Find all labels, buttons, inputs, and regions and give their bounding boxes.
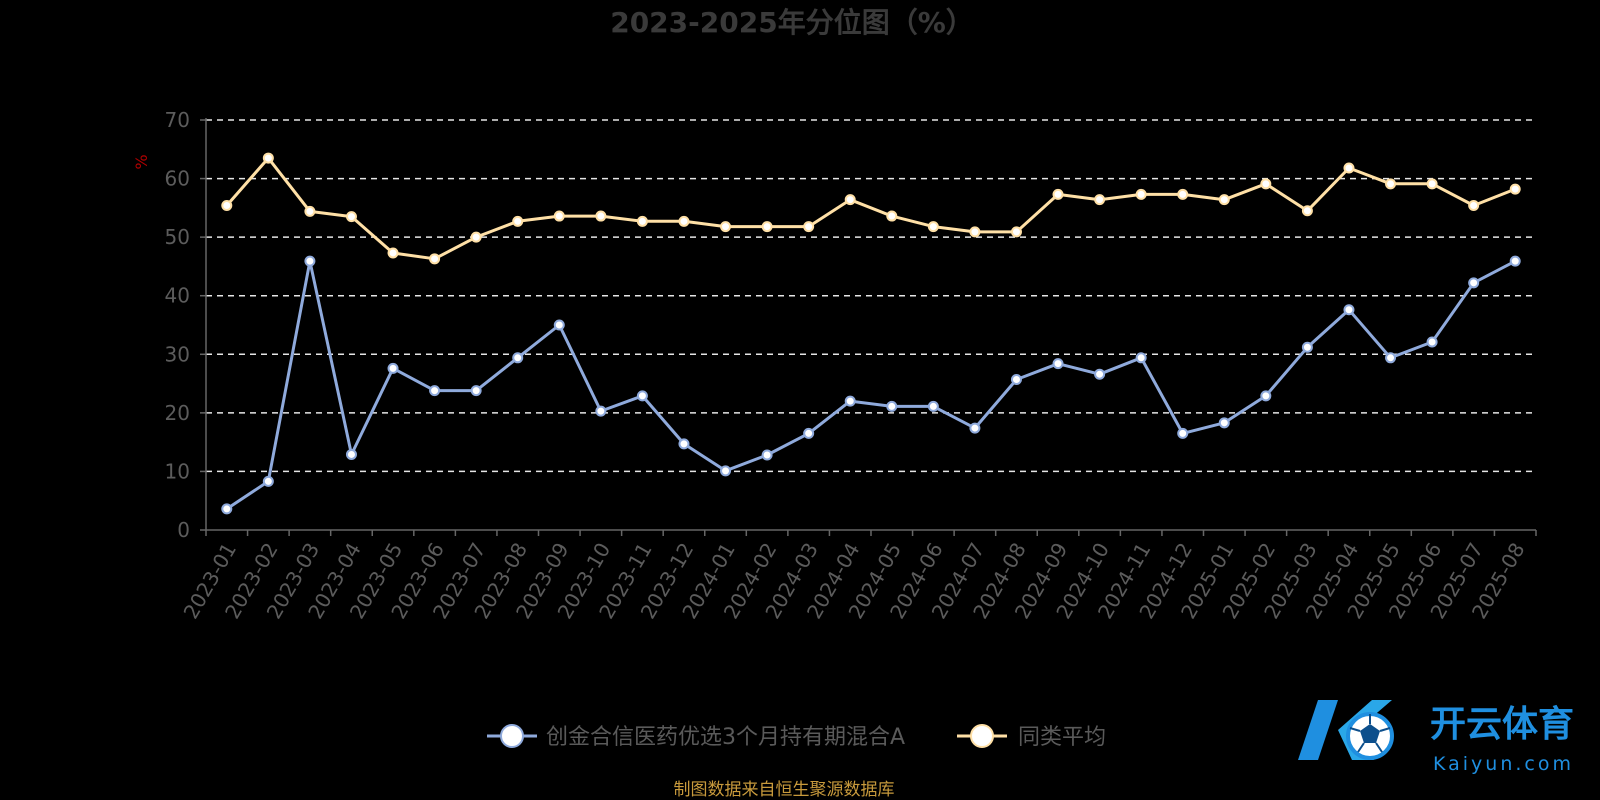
data-point[interactable] (844, 194, 856, 206)
y-tick-label: 10 (165, 459, 190, 483)
data-point[interactable] (927, 400, 939, 412)
data-point[interactable] (595, 210, 607, 222)
data-point[interactable] (1052, 188, 1064, 200)
data-point[interactable] (387, 247, 399, 259)
data-point[interactable] (761, 449, 773, 461)
y-tick-label: 70 (165, 108, 190, 132)
data-point[interactable] (1426, 336, 1438, 348)
legend-label: 创金合信医药优选3个月持有期混合A (546, 725, 905, 750)
data-point[interactable] (761, 221, 773, 233)
data-point[interactable] (1385, 178, 1397, 190)
y-tick-label: 0 (177, 518, 190, 542)
data-point[interactable] (886, 210, 898, 222)
data-point[interactable] (636, 390, 648, 402)
chart-title: 2023-2025年分位图（%） (610, 6, 974, 39)
series-line-0 (225, 259, 1516, 511)
data-point[interactable] (1468, 200, 1480, 212)
legend-item-1[interactable]: 同类平均 (957, 724, 1106, 750)
data-point[interactable] (1135, 188, 1147, 200)
data-point[interactable] (1094, 194, 1106, 206)
data-point[interactable] (1301, 205, 1313, 217)
data-point[interactable] (803, 427, 815, 439)
data-point[interactable] (720, 465, 732, 477)
data-point[interactable] (304, 255, 316, 267)
data-point[interactable] (1509, 183, 1521, 195)
data-point[interactable] (1260, 390, 1272, 402)
data-point[interactable] (636, 215, 648, 227)
data-point[interactable] (844, 395, 856, 407)
data-point[interactable] (720, 221, 732, 233)
data-point[interactable] (1385, 352, 1397, 364)
data-point[interactable] (262, 475, 274, 487)
data-point[interactable] (387, 362, 399, 374)
data-point[interactable] (1094, 368, 1106, 380)
data-point[interactable] (345, 448, 357, 460)
data-point[interactable] (1468, 277, 1480, 289)
data-point[interactable] (304, 205, 316, 217)
legend-marker (500, 724, 524, 748)
data-point[interactable] (1426, 178, 1438, 190)
data-point[interactable] (595, 405, 607, 417)
watermark-cn: 开云体育 (1430, 704, 1574, 745)
legend[interactable]: 创金合信医药优选3个月持有期混合A 同类平均 (487, 724, 1106, 750)
legend-label: 同类平均 (1018, 725, 1106, 750)
data-point[interactable] (429, 253, 441, 265)
watermark-en: Kaiyun.com (1433, 753, 1574, 775)
y-tick-label: 30 (165, 342, 190, 366)
data-point[interactable] (470, 385, 482, 397)
series-layer (221, 152, 1521, 515)
data-point[interactable] (1509, 255, 1521, 267)
y-tick-label: 40 (165, 284, 190, 308)
data-point[interactable] (969, 226, 981, 238)
grid-lines (206, 119, 1536, 473)
data-point[interactable] (886, 400, 898, 412)
data-point[interactable] (470, 231, 482, 243)
y-tick-label: 60 (165, 167, 190, 191)
data-point[interactable] (512, 215, 524, 227)
watermark-logo: 开云体育 Kaiyun.com (1298, 700, 1574, 775)
kaiyun-logo-icon (1298, 700, 1394, 760)
legend-marker (970, 724, 994, 748)
data-point[interactable] (1010, 373, 1022, 385)
data-point[interactable] (553, 210, 565, 222)
x-axis-ticks: 2023-012023-022023-032023-042023-052023-… (179, 530, 1537, 623)
data-point[interactable] (553, 319, 565, 331)
y-axis-unit: % (132, 154, 151, 169)
series-line-1 (225, 156, 1516, 261)
y-tick-label: 50 (165, 225, 190, 249)
data-point[interactable] (429, 385, 441, 397)
data-point[interactable] (1343, 304, 1355, 316)
data-point[interactable] (1260, 178, 1272, 190)
data-point[interactable] (678, 438, 690, 450)
data-point[interactable] (1218, 417, 1230, 429)
data-point[interactable] (1177, 427, 1189, 439)
legend-item-0[interactable]: 创金合信医药优选3个月持有期混合A (487, 724, 905, 750)
data-point[interactable] (803, 221, 815, 233)
data-point[interactable] (678, 215, 690, 227)
source-note: 制图数据来自恒生聚源数据库 (674, 780, 895, 800)
data-point[interactable] (1052, 358, 1064, 370)
y-axis-ticks: 0 10 20 30 40 50 60 70 (165, 108, 206, 542)
data-point[interactable] (345, 211, 357, 223)
data-point[interactable] (1135, 352, 1147, 364)
data-point[interactable] (1010, 226, 1022, 238)
data-point[interactable] (221, 200, 233, 212)
data-point[interactable] (1343, 162, 1355, 174)
data-point[interactable] (1218, 194, 1230, 206)
data-point[interactable] (512, 352, 524, 364)
data-point[interactable] (969, 422, 981, 434)
data-point[interactable] (221, 503, 233, 515)
data-point[interactable] (927, 221, 939, 233)
data-point[interactable] (1177, 188, 1189, 200)
data-point[interactable] (1301, 341, 1313, 353)
y-tick-label: 20 (165, 401, 190, 425)
data-point[interactable] (262, 152, 274, 164)
